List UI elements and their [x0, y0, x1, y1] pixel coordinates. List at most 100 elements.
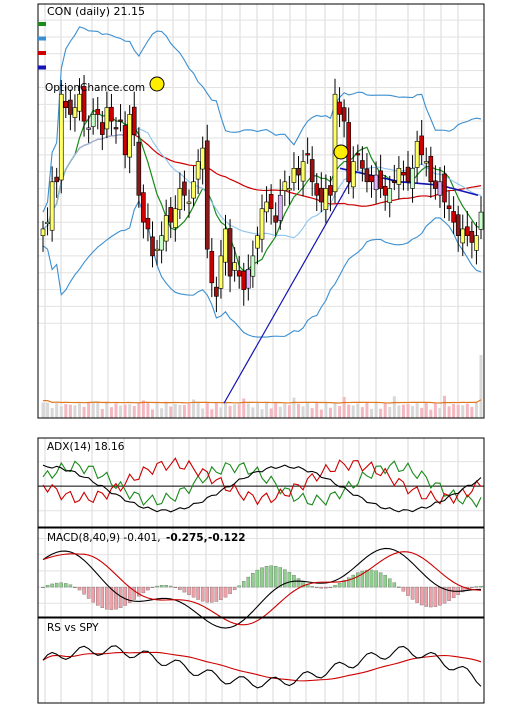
volume-bar [356, 403, 360, 418]
macd-histogram-bar [251, 573, 255, 588]
macd-histogram-bar [283, 569, 287, 588]
candle-body [223, 228, 228, 263]
volume-bar [237, 404, 241, 418]
macd-histogram-bar [41, 586, 45, 589]
volume-bar [415, 403, 419, 418]
candle-body [369, 175, 374, 183]
candle-body [218, 255, 224, 289]
candle-body [268, 194, 274, 210]
candle-body [455, 214, 461, 236]
macd-histogram-bar [337, 582, 342, 588]
volume-bar [401, 404, 405, 418]
volume-bar [182, 405, 186, 418]
watermark: OptionChance.com [45, 82, 145, 94]
volume-bar [210, 409, 214, 418]
volume-bar [169, 406, 173, 418]
volume-bar [100, 408, 104, 418]
macd-histogram-bar [442, 586, 447, 604]
candle-body [392, 180, 397, 183]
volume-bar [297, 403, 300, 418]
macd-histogram-bar [255, 569, 260, 588]
volume-bar [173, 403, 177, 418]
volume-bar [406, 404, 410, 418]
macd-histogram-bar [342, 580, 346, 588]
volume-bar [137, 403, 141, 418]
candle-body [90, 114, 96, 127]
macd-histogram-bar [328, 586, 333, 589]
legend-swatch [38, 65, 46, 70]
macd-histogram-bar [319, 586, 324, 589]
candle-body [118, 119, 123, 122]
candle-body [437, 181, 443, 196]
volume-bar [151, 409, 154, 418]
macd-histogram-bar [273, 565, 278, 588]
volume-bar [315, 402, 319, 418]
legend-swatch [38, 36, 46, 41]
volume-bar [196, 402, 200, 418]
candle-body [410, 168, 415, 189]
macd-histogram-bar [132, 586, 136, 600]
volume-bar [164, 402, 168, 418]
candle-body [419, 135, 424, 156]
candle-body [309, 159, 315, 183]
trend-line [223, 181, 351, 404]
macd-histogram-bar [351, 574, 355, 588]
adx-title: ADX(14) 18.16 [47, 441, 125, 453]
volume-bar [64, 404, 68, 418]
candle-body [109, 106, 114, 122]
candle-body [474, 235, 479, 251]
volume-bar [310, 408, 314, 418]
volume-bar [342, 396, 346, 418]
candle-body [186, 201, 192, 204]
macd-histogram-bar [474, 586, 479, 588]
volume-bar [379, 408, 383, 418]
volume-bar [87, 402, 91, 418]
candle-body [259, 208, 265, 240]
volume-bar [265, 402, 269, 418]
volume-bar [452, 403, 456, 418]
volume-bar [274, 402, 278, 418]
candle-body [214, 286, 219, 297]
macd-histogram-bar [324, 586, 328, 589]
macd-histogram-bar [200, 586, 205, 602]
macd-histogram-bar [187, 586, 191, 595]
candle-body [373, 174, 379, 191]
volume-bar [324, 402, 328, 418]
macd-histogram-bar [378, 572, 383, 588]
macd-histogram-bar [260, 567, 264, 588]
volume-bar [160, 408, 164, 418]
legend-swatch [38, 22, 46, 26]
volume-bar [447, 406, 451, 418]
volume-bar [50, 407, 54, 418]
macd-histogram-bar [429, 586, 433, 608]
volume-bar [411, 406, 415, 418]
volume-bar [105, 402, 109, 418]
candle-body [204, 140, 210, 250]
volume-bar [96, 402, 100, 418]
volume-bar [228, 405, 232, 418]
macd-histogram-bar [470, 586, 474, 589]
volume-bar [365, 402, 369, 418]
macd-histogram-bar [68, 584, 73, 588]
volume-bar [128, 404, 132, 418]
candle-body [433, 180, 438, 189]
candle-body [341, 107, 347, 122]
volume-bar [287, 405, 291, 418]
volume-bar [178, 404, 182, 418]
volume-bar [255, 402, 259, 418]
candle-body [77, 93, 82, 112]
macd-histogram-bar [64, 583, 68, 588]
volume-bar [429, 409, 433, 418]
macd-signal-value: -0.275, [166, 532, 208, 544]
macd-title: MACD(8,40,9) -0.401, [47, 532, 161, 544]
candle-body [86, 127, 91, 130]
chart-title: CON (daily) 21.15 [47, 5, 145, 18]
volume-bar [306, 403, 310, 418]
volume-bar [433, 402, 437, 418]
macd-histogram-bar [287, 572, 292, 588]
macd-histogram-bar [237, 585, 241, 588]
macd-histogram-bar [100, 586, 105, 608]
candle-body [446, 205, 452, 210]
